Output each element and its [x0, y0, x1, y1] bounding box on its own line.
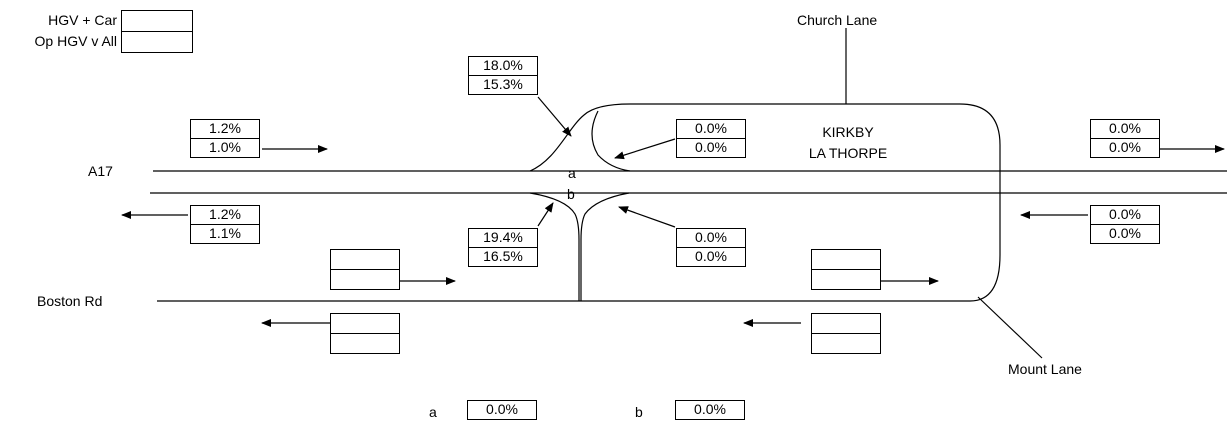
value-hgv-car — [811, 249, 881, 270]
box-a17-west-eastbound: 1.2% 1.0% — [190, 119, 260, 158]
value-op-hgv: 0.0% — [1090, 137, 1160, 158]
value-hgv-car — [811, 313, 881, 334]
link-road-right — [580, 192, 630, 301]
value-op-hgv — [330, 268, 400, 290]
value-hgv-car — [330, 249, 400, 270]
mount-lane-label: Mount Lane — [1008, 361, 1082, 377]
junction-point-a: a — [568, 165, 576, 181]
legend-label-op-hgv: Op HGV v All — [34, 33, 117, 49]
value-op-hgv: 16.5% — [468, 246, 538, 267]
arrow-slip-top — [537, 96, 572, 137]
kirkby-loop — [529, 103, 1001, 302]
value-op-hgv: 15.3% — [468, 74, 538, 95]
kirkby-inner-curve — [591, 110, 631, 172]
box-kirkby-out: 0.0% 0.0% — [676, 228, 746, 267]
value-hgv-car: 18.0% — [468, 56, 538, 76]
junction-point-b: b — [567, 186, 575, 202]
a17-label: A17 — [88, 163, 113, 179]
value-op-hgv — [811, 332, 881, 354]
value-op-hgv: 1.0% — [190, 137, 260, 158]
value-op-hgv: 0.0% — [676, 137, 746, 158]
link-road-left — [529, 192, 580, 301]
arrow-slip-bottom — [537, 202, 554, 227]
box-a17-east-westbound: 0.0% 0.0% — [1090, 205, 1160, 244]
value-hgv-car: 0.0% — [676, 119, 746, 139]
value-hgv-car: 0.0% — [1090, 205, 1160, 225]
legend-cell-op-hgv — [121, 30, 193, 53]
value-hgv-car: 0.0% — [1090, 119, 1160, 139]
legend-boxes — [121, 10, 193, 53]
footer-a-box: 0.0% — [467, 400, 537, 420]
box-boston-w-westbound — [330, 313, 400, 354]
box-boston-e-westbound — [811, 313, 881, 354]
value-op-hgv: 0.0% — [1090, 223, 1160, 244]
box-boston-w-eastbound — [330, 249, 400, 290]
arrow-kirkby-out — [618, 206, 676, 228]
value-hgv-car — [330, 313, 400, 334]
value-op-hgv — [330, 332, 400, 354]
footer-b-value: 0.0% — [675, 400, 745, 420]
value-op-hgv — [811, 268, 881, 290]
mount-lane-line — [977, 296, 1043, 359]
value-op-hgv: 1.1% — [190, 223, 260, 244]
box-a17-east-eastbound: 0.0% 0.0% — [1090, 119, 1160, 158]
box-a17-west-westbound: 1.2% 1.1% — [190, 205, 260, 244]
legend-label-hgv-car: HGV + Car — [48, 12, 117, 28]
value-op-hgv: 0.0% — [676, 246, 746, 267]
box-boston-e-eastbound — [811, 249, 881, 290]
box-slip-top: 18.0% 15.3% — [468, 56, 538, 95]
value-hgv-car: 19.4% — [468, 228, 538, 248]
box-kirkby-in: 0.0% 0.0% — [676, 119, 746, 158]
value-hgv-car: 1.2% — [190, 119, 260, 139]
footer-b-label: b — [635, 404, 643, 420]
kirkby-label-line2: LA THORPE — [808, 145, 888, 161]
footer-a-value: 0.0% — [467, 400, 537, 420]
value-hgv-car: 0.0% — [676, 228, 746, 248]
box-slip-bottom: 19.4% 16.5% — [468, 228, 538, 267]
footer-a-label: a — [429, 404, 437, 420]
kirkby-label-line1: KIRKBY — [822, 124, 874, 140]
legend-cell-hgv-car — [121, 10, 193, 32]
footer-b-box: 0.0% — [675, 400, 745, 420]
boston-rd-label: Boston Rd — [37, 293, 103, 309]
value-hgv-car: 1.2% — [190, 205, 260, 225]
arrow-kirkby-in — [614, 138, 676, 160]
church-lane-label: Church Lane — [797, 12, 878, 28]
